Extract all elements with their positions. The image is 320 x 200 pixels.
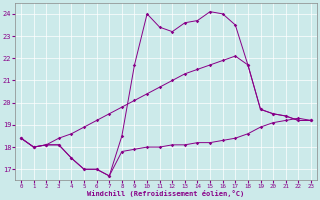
X-axis label: Windchill (Refroidissement éolien,°C): Windchill (Refroidissement éolien,°C) [87, 190, 244, 197]
